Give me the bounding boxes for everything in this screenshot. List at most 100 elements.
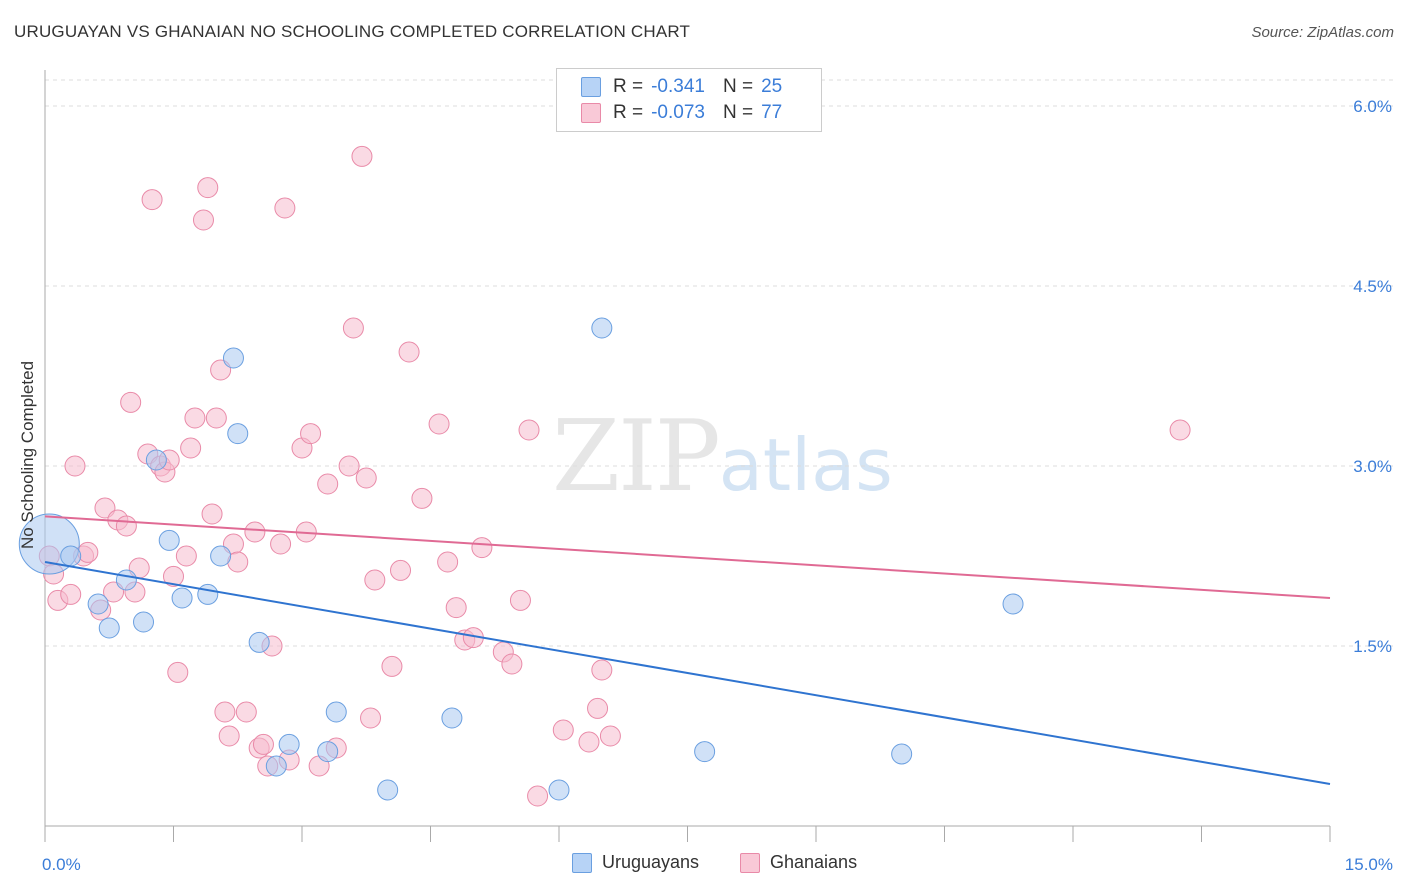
ghanaian-point [390,559,412,581]
uruguayan-point [1002,593,1024,615]
ghanaian-trendline [44,515,1331,599]
y-axis-label: No Schooling Completed [18,360,37,550]
ghanaian-point [167,661,189,683]
ghanaian-point [552,719,574,741]
uruguayan-point [591,317,613,339]
ghanaian-point [445,597,467,619]
ghanaian-point [437,551,459,573]
ghanaian-point [338,455,360,477]
ghanaian-point [274,197,296,219]
uruguayan-point [317,741,339,763]
ghanaian-point [180,437,202,459]
ghanaian-point [244,521,266,543]
ghanaian-point [351,145,373,167]
ghanaian-point [252,733,274,755]
x-tick-label: 15.0% [1345,855,1393,874]
y-tick-label: 4.5% [1353,277,1392,296]
source-label: Source: ZipAtlas.com [1251,24,1394,41]
ghanaian-point [115,515,137,537]
chart-title: URUGUAYAN VS GHANAIAN NO SCHOOLING COMPL… [14,22,691,41]
uruguayan-point [133,611,155,633]
uruguayan-point [210,545,232,567]
uruguayan-trendline [44,561,1331,785]
ghanaian-point [471,537,493,559]
uruguayan-point [325,701,347,723]
series-legend: Uruguayans Ghanaians [0,852,1406,878]
ghanaian-point [355,467,377,489]
uruguayan-point [197,583,219,605]
uruguayan-point [265,755,287,777]
legend-swatch-uruguayans [581,77,601,97]
ghanaian-point [428,413,450,435]
uruguayan-point [377,779,399,801]
ghanaian-point [218,725,240,747]
ghanaian-point [364,569,386,591]
legend-row-ghanaians: R = -0.073 N = 77 [581,101,782,125]
legend-r-label: R = [613,102,644,123]
uruguayan-point [278,733,300,755]
y-tick-label: 6.0% [1353,97,1392,116]
ghanaian-point [591,659,613,681]
uruguayan-point [87,593,109,615]
uruguayan-point [222,347,244,369]
correlation-legend: R = -0.341 N = 25 R = -0.073 N = 77 [556,68,822,132]
ghanaian-point [360,707,382,729]
ghanaian-point [197,177,219,199]
ghanaian-point [214,701,236,723]
ghanaian-point [270,533,292,555]
ghanaian-point [141,189,163,211]
legend-n-label: N = [722,76,754,97]
watermark: ZIPatlas [552,400,893,514]
y-tick-label: 1.5% [1353,637,1392,656]
ghanaian-point [103,581,125,603]
ghanaian-point [578,731,600,753]
ghanaian-point [205,407,227,429]
ghanaian-point [120,391,142,413]
ghanaian-point [184,407,206,429]
uruguayan-point [115,569,137,591]
legend-r-label: R = [613,76,644,97]
uruguayan-point [60,545,82,567]
ghanaian-point [398,341,420,363]
x-tick-label: 0.0% [42,855,81,874]
ghanaian-point [300,423,322,445]
ghanaian-point [1169,419,1191,441]
legend-label-ghanaians: Ghanaians [770,852,858,872]
ghanaian-point [201,503,223,525]
uruguayan-point [227,423,249,445]
ghanaian-point [381,655,403,677]
ghanaian-point [501,653,523,675]
ghanaian-point [317,473,339,495]
ghanaian-point [587,697,609,719]
uruguayan-point [98,617,120,639]
ghanaian-point [94,497,116,519]
legend-r-value: -0.341 [651,76,705,97]
legend-row-uruguayans: R = -0.341 N = 25 [581,75,782,99]
legend-n-value: 77 [761,102,783,123]
legend-item-ghanaians: Ghanaians [740,852,857,873]
legend-label-uruguayans: Uruguayans [602,852,700,872]
uruguayan-point [158,529,180,551]
ghanaian-point [192,209,214,231]
watermark-zip: ZIP [552,400,721,514]
legend-item-uruguayans: Uruguayans [572,852,699,873]
uruguayan-point [441,707,463,729]
legend-swatch-ghanaians [581,103,601,123]
uruguayan-point [145,449,167,471]
ghanaian-point [210,359,232,381]
uruguayan-point [248,631,270,653]
uruguayan-point [548,779,570,801]
ghanaian-point [599,725,621,747]
legend-n-label: N = [722,102,754,123]
ghanaian-point [163,565,184,587]
ghanaian-point [64,455,86,477]
uruguayan-point [171,587,193,609]
uruguayan-point [694,741,716,763]
legend-swatch-ghanaians [740,852,760,873]
ghanaian-point [527,785,549,807]
legend-n-value: 25 [761,76,783,97]
ghanaian-point [509,589,531,611]
ghanaian-point [411,487,433,509]
ghanaian-point [77,541,99,563]
